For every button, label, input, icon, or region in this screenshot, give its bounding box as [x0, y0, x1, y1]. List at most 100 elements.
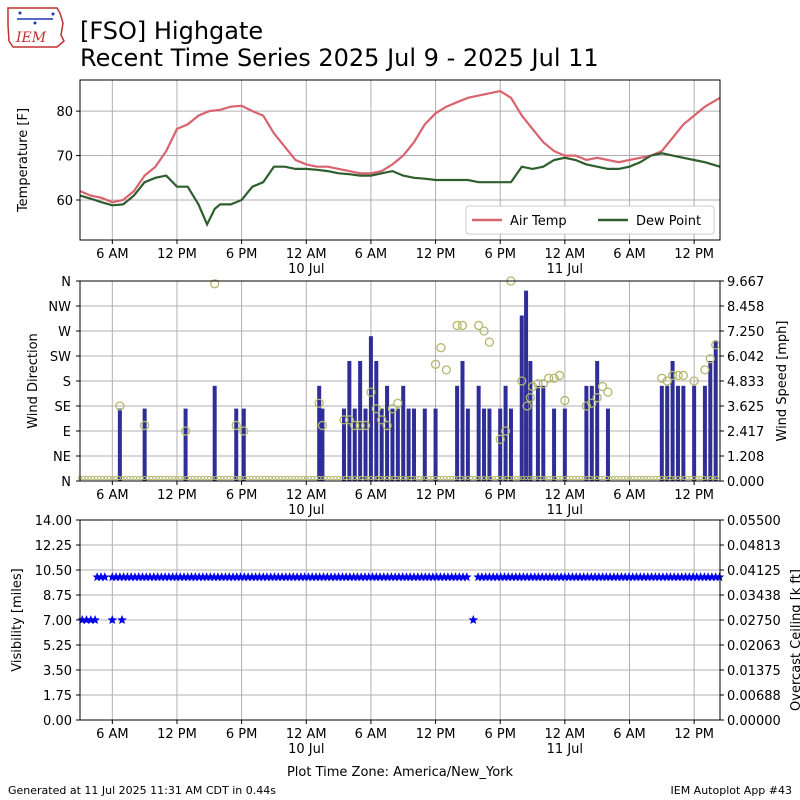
- y2-axis-label: Overcast Ceiling [k ft]: [789, 569, 800, 711]
- calm-marker: [430, 475, 435, 481]
- visibility-marker: [379, 572, 389, 582]
- visibility-marker: [371, 572, 382, 582]
- visibility-marker: [548, 572, 559, 582]
- visibility-marker: [420, 572, 431, 582]
- y-tick-label: 70: [56, 150, 73, 165]
- calm-marker: [262, 475, 267, 481]
- visibility-marker: [118, 572, 129, 582]
- visibility-marker: [514, 572, 525, 582]
- calm-marker: [662, 475, 668, 481]
- wind-speed-bar: [460, 361, 465, 481]
- visibility-marker: [484, 572, 495, 582]
- wind-direction-point: [544, 373, 554, 383]
- visibility-marker: [507, 572, 517, 582]
- calm-marker: [462, 475, 467, 481]
- y-tick-label: 12.25: [35, 539, 72, 554]
- visibility-marker: [537, 572, 547, 582]
- visibility-marker: [213, 572, 223, 582]
- wind-speed-bar: [713, 340, 718, 481]
- wind-direction-point: [525, 393, 536, 403]
- wind-speed-bar: [390, 408, 395, 481]
- wind-direction-point: [393, 398, 403, 408]
- calm-marker: [549, 475, 555, 481]
- visibility-marker: [198, 572, 208, 582]
- wind-speed-bar: [368, 336, 373, 481]
- y-axis-label: Temperature [F]: [16, 108, 31, 213]
- y-tick-label: 14.00: [35, 514, 72, 529]
- calm-marker: [436, 475, 441, 481]
- calm-marker: [236, 475, 241, 481]
- calm-marker: [284, 475, 289, 481]
- calm-marker: [255, 475, 260, 481]
- calm-marker: [149, 475, 154, 481]
- wind-direction-point: [239, 426, 249, 436]
- calm-marker: [136, 475, 141, 481]
- calm-marker: [252, 475, 257, 481]
- calm-marker: [578, 475, 584, 481]
- visibility-marker: [680, 572, 691, 582]
- visibility-marker: [356, 572, 366, 582]
- visibility-marker: [628, 572, 638, 582]
- calm-marker: [90, 475, 96, 481]
- calm-marker: [330, 475, 335, 481]
- calm-marker: [656, 475, 661, 481]
- wind-speed-bar: [708, 361, 713, 481]
- calm-marker: [249, 475, 254, 481]
- wind-speed-bar: [605, 408, 610, 481]
- x-tick-label: 6 PM: [484, 488, 515, 503]
- calm-marker: [695, 475, 700, 481]
- visibility-marker: [511, 572, 521, 582]
- calm-marker: [349, 475, 354, 481]
- calm-marker: [472, 475, 477, 481]
- wind-speed-bar: [422, 408, 427, 481]
- calm-marker: [511, 475, 516, 481]
- x-tick-date-label: 11 Jul: [547, 262, 583, 277]
- x-tick-label: 12 PM: [674, 488, 714, 503]
- wind-direction-point: [689, 376, 699, 386]
- visibility-marker: [416, 572, 427, 582]
- wind-direction-point: [360, 420, 371, 431]
- x-tick-date-label: 11 Jul: [547, 503, 583, 518]
- wind-speed-bar: [406, 408, 411, 481]
- wind-direction-point: [592, 393, 602, 403]
- visibility-marker: [480, 572, 491, 582]
- wind-direction-point: [587, 398, 597, 408]
- x-tick-date-label: 10 Jul: [288, 262, 324, 277]
- visibility-marker: [458, 572, 468, 582]
- visibility-marker: [160, 572, 170, 582]
- visibility-marker: [616, 572, 627, 582]
- calm-marker: [203, 475, 209, 481]
- calm-marker: [426, 475, 432, 481]
- calm-marker: [575, 475, 580, 481]
- calm-marker: [372, 475, 377, 481]
- calm-marker: [187, 475, 192, 481]
- x-tick-label: 6 PM: [226, 727, 257, 742]
- wind-speed-bar: [487, 408, 492, 481]
- legend-box: [465, 205, 715, 235]
- calm-marker: [685, 475, 690, 481]
- calm-marker: [194, 475, 199, 481]
- wind-speed-bar: [665, 385, 670, 481]
- visibility-marker: [631, 572, 642, 582]
- calm-marker: [191, 475, 196, 481]
- calm-marker: [210, 475, 215, 481]
- y-tick-label: W: [58, 325, 71, 340]
- visibility-marker: [209, 572, 219, 582]
- wind-speed-bar: [317, 385, 322, 481]
- wind-speed-bar: [659, 385, 664, 481]
- y2-tick-label: 2.417: [727, 425, 764, 440]
- visibility-marker: [239, 572, 250, 582]
- visibility-marker: [250, 572, 261, 582]
- visibility-marker: [367, 572, 378, 582]
- wind-speed-bar: [482, 408, 487, 481]
- calm-marker: [223, 475, 228, 481]
- calm-marker: [155, 475, 160, 481]
- calm-marker: [698, 475, 703, 481]
- visibility-marker: [228, 572, 238, 582]
- visibility-marker: [107, 615, 118, 624]
- x-tick-label: 6 AM: [96, 247, 129, 262]
- wind-direction-point: [180, 426, 191, 436]
- y2-tick-label: 0.03438: [727, 589, 781, 604]
- x-tick-label: 12 AM: [544, 727, 585, 742]
